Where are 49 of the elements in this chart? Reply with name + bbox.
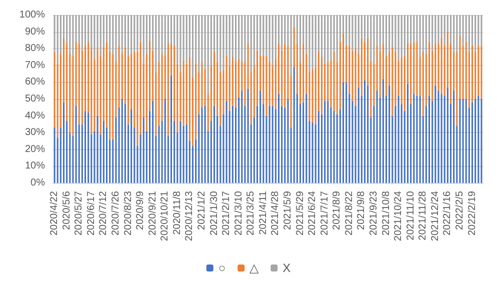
x-tick-label: 2021/5/29 [294, 190, 306, 236]
y-tick-label: 90% [24, 26, 46, 38]
x-tick-label: 2022/1/16 [442, 190, 454, 236]
y-tick-label: 40% [24, 110, 46, 122]
x-tick-label: 2020/9/9 [135, 190, 146, 230]
x-tick-label: 2021/10/24 [393, 190, 404, 242]
x-tick-label: 2021/8/22 [344, 190, 355, 236]
x-tick-label: 2021/4/11 [258, 190, 269, 235]
y-tick-label: 70% [24, 60, 46, 71]
y-tick-label: 100% [19, 10, 46, 20]
y-tick-label: 0% [30, 178, 46, 188]
legend-label: ○ [218, 261, 226, 275]
x-tick-label: 2020/7/12 [98, 190, 110, 236]
x-tick-label: 2021/6/24 [307, 190, 318, 236]
x-tick-label: 2021/8/9 [332, 190, 343, 230]
y-tick-label: 50% [24, 94, 46, 104]
x-tick-label: 2020/11/8 [172, 190, 183, 235]
x-tick-label: 2021/3/10 [233, 190, 244, 236]
x-tick-label: 2020/10/21 [160, 190, 171, 242]
x-tick-label: 2020/12/13 [184, 190, 196, 242]
x-tick-label: 2021/1/30 [208, 190, 220, 236]
x-tick-label: 2021/9/23 [368, 190, 380, 236]
x-tick-label: 2020/4/22 [49, 190, 60, 236]
x-tick-label: 2021/11/28 [418, 190, 429, 240]
x-tick-label: 2021/9/8 [356, 190, 368, 230]
y-tick-label: 10% [24, 160, 46, 172]
x-tick-label: 2020/8/23 [122, 190, 134, 236]
x-tick-label: 2020/6/17 [86, 190, 97, 236]
x-tick-label: 2020/5/27 [74, 190, 85, 236]
x-tick-label: 2021/2/17 [221, 190, 232, 236]
legend-label: △ [250, 261, 260, 275]
x-tick-label: 2022/2/5 [454, 190, 466, 230]
x-tick-label: 2022/2/19 [466, 190, 478, 236]
x-tick-label: 2020/9/21 [147, 190, 158, 236]
x-tick-label: 2021/1/2 [196, 190, 208, 230]
x-tick-label: 2021/5/9 [282, 190, 294, 230]
legend-label: X [282, 261, 291, 275]
y-tick-label: 60% [24, 76, 46, 88]
y-tick-label: 20% [24, 144, 46, 155]
x-tick-label: 2020/7/26 [110, 190, 122, 236]
x-tick-label: 2021/10/8 [380, 190, 392, 236]
y-tick-label: 80% [24, 43, 46, 54]
x-tick-label: 2020/5/6 [61, 190, 72, 230]
y-tick-label: 30% [24, 127, 46, 138]
x-tick-label: 2021/7/17 [319, 190, 330, 236]
x-tick-label: 2021/11/10 [405, 190, 416, 240]
x-tick-label: 2021/4/28 [270, 190, 282, 236]
x-tick-label: 2021/12/24 [430, 190, 441, 242]
x-tick-label: 2021/3/25 [246, 190, 257, 236]
